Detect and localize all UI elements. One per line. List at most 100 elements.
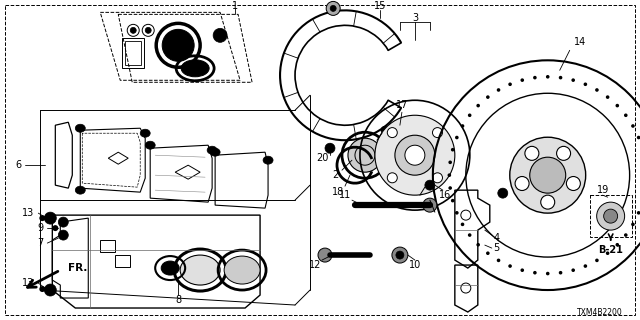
Circle shape — [497, 259, 500, 262]
Circle shape — [130, 27, 136, 33]
Circle shape — [624, 233, 628, 237]
Circle shape — [595, 88, 598, 92]
Ellipse shape — [210, 148, 220, 156]
Circle shape — [392, 247, 408, 263]
Ellipse shape — [180, 255, 220, 285]
Text: 4: 4 — [493, 233, 500, 243]
Text: 7: 7 — [37, 238, 44, 248]
Circle shape — [433, 128, 442, 138]
Circle shape — [213, 28, 227, 42]
Circle shape — [508, 264, 512, 268]
Circle shape — [433, 173, 442, 183]
Circle shape — [326, 1, 340, 15]
Circle shape — [451, 148, 454, 151]
Circle shape — [449, 161, 452, 164]
Ellipse shape — [181, 60, 209, 77]
Text: 13: 13 — [22, 208, 35, 218]
Circle shape — [476, 243, 480, 246]
Circle shape — [162, 29, 194, 61]
Bar — [115, 255, 130, 267]
Circle shape — [52, 225, 58, 231]
Ellipse shape — [76, 124, 85, 132]
Circle shape — [449, 186, 452, 190]
Circle shape — [572, 78, 575, 82]
Circle shape — [425, 180, 435, 190]
Circle shape — [546, 75, 550, 79]
Text: 6: 6 — [15, 160, 21, 170]
Circle shape — [546, 272, 550, 275]
Text: 9: 9 — [37, 223, 44, 233]
Circle shape — [584, 83, 587, 86]
Circle shape — [520, 78, 524, 82]
Circle shape — [44, 212, 56, 224]
Ellipse shape — [207, 146, 217, 154]
Circle shape — [468, 114, 472, 117]
Circle shape — [405, 145, 425, 165]
Circle shape — [455, 136, 459, 139]
Circle shape — [451, 199, 454, 203]
Circle shape — [461, 223, 465, 226]
Circle shape — [616, 104, 619, 108]
Ellipse shape — [140, 129, 150, 137]
Text: 14: 14 — [573, 37, 586, 47]
Text: TXM4B2200: TXM4B2200 — [577, 308, 623, 316]
Ellipse shape — [224, 256, 260, 284]
Circle shape — [396, 251, 404, 259]
Text: 13: 13 — [22, 278, 35, 288]
Circle shape — [39, 215, 45, 221]
Circle shape — [606, 252, 609, 255]
Circle shape — [387, 173, 397, 183]
Text: FR.: FR. — [68, 263, 88, 273]
Circle shape — [39, 286, 45, 292]
Text: 17: 17 — [396, 100, 408, 110]
Circle shape — [631, 223, 635, 226]
Text: 19: 19 — [596, 185, 609, 195]
Circle shape — [572, 268, 575, 272]
Text: 5: 5 — [493, 243, 500, 253]
Ellipse shape — [348, 138, 382, 172]
Circle shape — [447, 173, 451, 177]
Circle shape — [497, 88, 500, 92]
Circle shape — [557, 146, 571, 160]
Circle shape — [604, 209, 618, 223]
Circle shape — [566, 177, 580, 190]
Text: 16: 16 — [439, 190, 451, 200]
Bar — [122, 38, 144, 68]
Circle shape — [455, 211, 459, 215]
Text: 8: 8 — [175, 295, 181, 305]
Circle shape — [510, 137, 586, 213]
Circle shape — [58, 230, 68, 240]
Ellipse shape — [263, 156, 273, 164]
Circle shape — [530, 157, 566, 193]
Circle shape — [145, 27, 151, 33]
Text: 20: 20 — [316, 153, 328, 163]
Circle shape — [520, 268, 524, 272]
Circle shape — [541, 195, 555, 209]
Circle shape — [637, 211, 640, 215]
Text: 12: 12 — [309, 260, 321, 270]
Circle shape — [624, 114, 628, 117]
Circle shape — [584, 264, 587, 268]
Circle shape — [395, 135, 435, 175]
Circle shape — [476, 104, 480, 108]
Bar — [125, 41, 141, 65]
Circle shape — [533, 76, 537, 79]
Ellipse shape — [161, 261, 179, 275]
Text: 15: 15 — [374, 1, 386, 12]
Circle shape — [596, 202, 625, 230]
Circle shape — [330, 5, 336, 12]
Text: 18: 18 — [332, 187, 344, 197]
Bar — [589, 195, 632, 237]
Text: 11: 11 — [339, 190, 351, 200]
Bar — [100, 240, 115, 252]
Circle shape — [381, 126, 389, 134]
Circle shape — [325, 143, 335, 153]
Circle shape — [595, 259, 598, 262]
Circle shape — [508, 83, 512, 86]
Circle shape — [423, 198, 437, 212]
Text: 3: 3 — [412, 13, 418, 23]
Circle shape — [58, 217, 68, 227]
Circle shape — [461, 124, 465, 128]
Circle shape — [606, 95, 609, 99]
Circle shape — [486, 95, 490, 99]
